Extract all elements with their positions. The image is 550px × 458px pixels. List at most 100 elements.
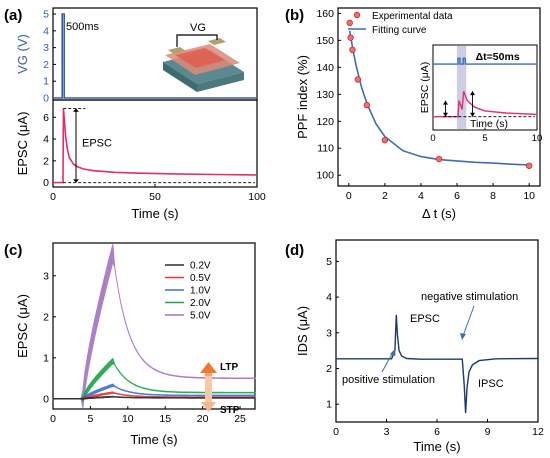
- ids-curve: [336, 314, 539, 414]
- y-tick-label: 1: [43, 352, 49, 364]
- legend-label: 2.0V: [190, 298, 211, 309]
- panel-label-d: (d): [285, 242, 304, 259]
- y-tick-label: 2: [43, 155, 49, 167]
- x-axis-label: Time (s): [131, 206, 178, 221]
- inset-x-tick-label: 0: [430, 133, 435, 144]
- legend-label-data: Experimental data: [372, 11, 453, 22]
- fitting-curve: [348, 30, 530, 166]
- epsc-arrow-head-up: [73, 108, 79, 112]
- top-y-axis-label: VG (V): [15, 34, 30, 74]
- x-tick-label: 10: [122, 413, 134, 425]
- y-tick-label: 4: [43, 25, 49, 37]
- inset-arrow-head: [470, 112, 476, 117]
- panel-label-b: (b): [285, 7, 304, 24]
- x-tick-label: 0: [333, 426, 339, 438]
- ltp-stp-arrow: [200, 362, 217, 412]
- epsc-arrow-head-down: [73, 179, 79, 183]
- y-tick-label: 140: [316, 62, 334, 74]
- epsc-curve: [53, 108, 258, 184]
- y-tick-label: 2: [43, 59, 49, 71]
- arrow-shaft-lower: [205, 372, 212, 406]
- y-tick-label: 3: [43, 270, 49, 282]
- bottom-y-axis-label: EPSC (μA): [15, 112, 30, 176]
- positive-stimulation-label: positive stimulation: [342, 374, 435, 386]
- inset-pulse-line: [433, 57, 537, 65]
- inset-gate-label: VG: [190, 22, 206, 34]
- gate-pulse-line: [53, 13, 257, 99]
- negative-stimulation-arrow: [462, 305, 475, 337]
- y-tick-label: 3: [326, 327, 332, 339]
- inset-interval-label: Δt=50ms: [476, 51, 520, 63]
- x-tick-label: 12: [532, 426, 544, 438]
- plot-frame: [52, 242, 256, 410]
- data-point: [347, 34, 354, 41]
- plot-frame: [337, 7, 541, 187]
- y-tick-label: 100: [316, 170, 334, 182]
- panel-c: (c) 0 1 2 3 0 5 10 15 20 25 Time (s) EPSC (μA) 0.2V0.…: [4, 242, 256, 447]
- x-tick-label: 0: [50, 191, 56, 203]
- inset-epsc-curve: [433, 90, 538, 118]
- inset-arrow-head: [442, 112, 448, 117]
- panel-label-c: (c): [4, 242, 22, 259]
- data-point: [525, 162, 533, 169]
- epsc-label: EPSC: [410, 313, 440, 325]
- y-tick-label: 150: [316, 35, 334, 47]
- x-tick-label: 20: [197, 413, 209, 425]
- series-trace-1.0V: [52, 383, 256, 401]
- negative-stimulation-label: negative stimulation: [421, 291, 518, 303]
- data-point: [346, 19, 353, 27]
- inset-arrow-head: [442, 100, 448, 105]
- series-trace-2.0V: [52, 357, 256, 403]
- y-tick-label: 130: [316, 89, 334, 101]
- pulse-duration-label: 500ms: [66, 21, 100, 33]
- x-tick-label: 9: [485, 426, 491, 438]
- x-tick-label: 100: [248, 191, 266, 203]
- y-axis-label: EPSC (μA): [15, 294, 30, 358]
- x-tick-label: 3: [384, 426, 390, 438]
- y-tick-label: 0: [43, 393, 49, 405]
- inset-frame: [432, 44, 538, 131]
- electrode-right: [208, 38, 226, 45]
- y-tick-label: 6: [43, 112, 49, 124]
- data-point: [354, 76, 362, 83]
- series-trace-5.0V: [52, 243, 256, 408]
- y-tick-label: 0: [43, 177, 49, 189]
- x-tick-label: 0: [346, 190, 352, 202]
- ltp-label: LTP: [220, 362, 238, 373]
- y-tick-label: 2: [43, 311, 49, 323]
- legend-label-fit: Fitting curve: [372, 25, 427, 36]
- panel-label-a: (a): [4, 7, 22, 24]
- y-tick-label: 110: [317, 143, 334, 155]
- x-tick-label: 10: [523, 190, 535, 202]
- x-axis-label: Time (s): [413, 439, 460, 454]
- arrow-head-up: [200, 362, 217, 373]
- y-tick-label: 5: [43, 9, 49, 21]
- electrode-left: [168, 47, 186, 54]
- y-axis-label: IDS (μA): [295, 306, 310, 356]
- y-tick-label: 2: [326, 363, 332, 375]
- gate-wire: [176, 34, 218, 47]
- data-point: [435, 155, 443, 163]
- y-tick-label: 3: [43, 42, 49, 54]
- substrate-front: [197, 72, 244, 92]
- y-tick-label: 4: [326, 292, 332, 304]
- y-tick-label: 1: [326, 399, 332, 411]
- epsc-annotation: EPSC: [82, 138, 112, 150]
- inset-x-tick-label: 5: [482, 133, 487, 144]
- x-tick-label: 25: [234, 413, 246, 425]
- legend-label: 0.5V: [190, 273, 211, 284]
- x-tick-label: 6: [454, 190, 460, 202]
- legend-label: 0.2V: [190, 261, 211, 272]
- inset-y-axis-label: EPSC (μA): [419, 62, 431, 114]
- x-axis-label: Δ t (s): [422, 206, 456, 221]
- arrow-head-down: [201, 402, 216, 412]
- positive-arrow-head: [390, 349, 396, 356]
- legend-label: 5.0V: [190, 311, 211, 322]
- legend-label: 1.0V: [190, 286, 211, 297]
- y-axis-label: PPF index (%): [295, 55, 310, 139]
- x-axis-label: Time (s): [130, 432, 177, 447]
